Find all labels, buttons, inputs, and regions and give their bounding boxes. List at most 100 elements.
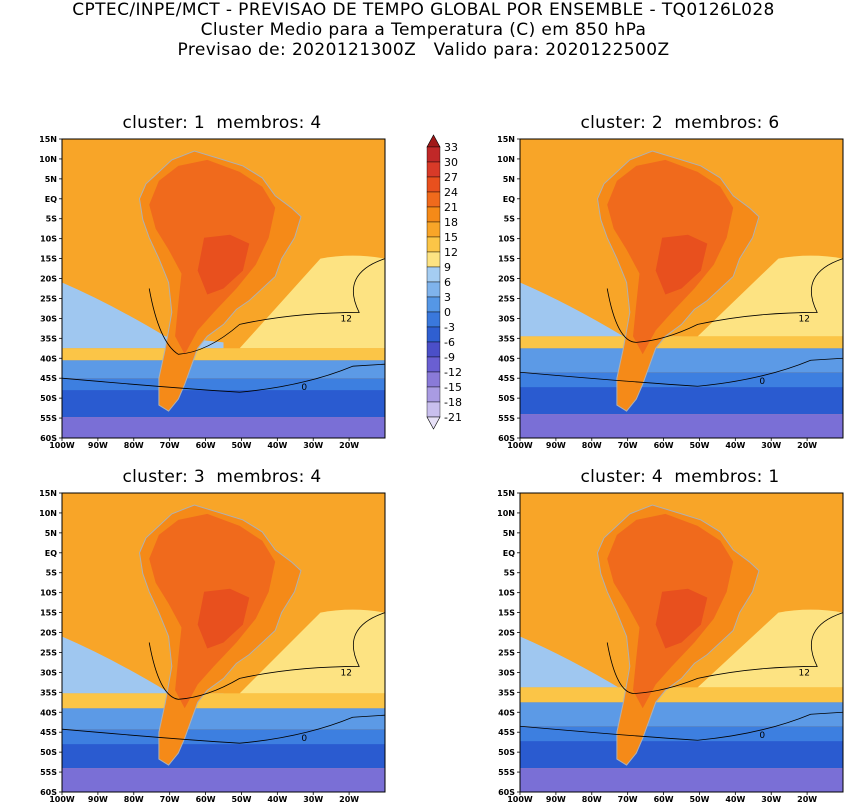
contour-0	[61, 363, 386, 393]
temp-zone-24	[197, 234, 250, 295]
lat-label: 45S	[498, 374, 515, 383]
lon-label: 50W	[231, 795, 251, 803]
temp-zone-9	[697, 255, 843, 337]
temp-zone-6	[62, 636, 224, 697]
colorbar-segment	[426, 281, 441, 298]
lat-label: 55S	[498, 414, 515, 423]
temp-zone-neg6	[520, 414, 843, 438]
colorbar-label: 6	[444, 276, 451, 289]
lat-label: 60S	[498, 434, 515, 443]
contour-0	[519, 357, 844, 387]
lat-label: 30S	[40, 314, 57, 323]
lat-label: 5N	[45, 529, 57, 538]
lon-label: 30W	[761, 795, 781, 803]
colorbar-segment	[426, 251, 441, 268]
lon-label: 20W	[797, 441, 817, 450]
lon-label: 60W	[196, 441, 216, 450]
map-panel-4: 12 0 15N 10N 5N EQ 5S 10S 15S 20S 25S 30S 35S 40S 45S 5…	[497, 489, 844, 803]
lat-label: 10N	[39, 155, 57, 164]
colorbar-label: 33	[444, 141, 458, 154]
lon-label: 100W	[49, 795, 75, 803]
lat-label: 55S	[40, 768, 57, 777]
lat-label: 40S	[498, 354, 515, 363]
temp-zone-9	[239, 255, 385, 349]
colorbar-segment	[426, 236, 441, 253]
lon-label: 40W	[267, 441, 287, 450]
coastline	[138, 150, 302, 412]
temp-zone-neg6	[520, 768, 843, 792]
colorbar-label: 9	[444, 261, 451, 274]
lat-label: 10S	[498, 235, 515, 244]
lon-label: 30W	[303, 441, 323, 450]
colorbar-segment	[426, 161, 441, 178]
panel-1-title: cluster: 1 membros: 4	[122, 113, 322, 133]
colorbar-segment	[426, 266, 441, 283]
lat-label: 5S	[504, 569, 516, 578]
lon-label: 100W	[49, 441, 75, 450]
lat-label: 55S	[40, 414, 57, 423]
lat-label: 15N	[497, 489, 515, 498]
lat-label: 45S	[40, 728, 57, 737]
contour-12	[606, 258, 844, 343]
colorbar-label: 24	[444, 186, 458, 199]
lat-label: 10N	[497, 155, 515, 164]
colorbar-segment	[426, 356, 441, 373]
colorbar-label: 21	[444, 201, 458, 214]
colorbar-segment	[426, 371, 441, 388]
temp-zone-12	[62, 348, 385, 361]
colorbar-label: -12	[444, 366, 462, 379]
temp-zone-neg6	[62, 768, 385, 792]
lat-label: 25S	[498, 648, 515, 657]
lat-label: 25S	[40, 648, 57, 657]
figure-subtitle: Cluster Medio para a Temperatura (C) em …	[200, 20, 647, 40]
contour-label-12: 12	[341, 668, 352, 678]
panel-3-title: cluster: 3 membros: 4	[122, 467, 322, 487]
lat-label: 35S	[40, 688, 57, 697]
coastline	[596, 150, 760, 412]
lat-label: 20S	[498, 629, 515, 638]
temp-zone-12	[62, 693, 385, 709]
colorbar-segment	[426, 326, 441, 343]
colorbar-segment	[426, 311, 441, 328]
lon-label: 100W	[507, 441, 533, 450]
lon-label: 20W	[339, 441, 359, 450]
lat-label: 15N	[39, 489, 57, 498]
temp-zone-24	[655, 234, 708, 295]
lat-label: 30S	[40, 668, 57, 677]
colorbar-arrow-top	[426, 134, 441, 148]
contour-label-0: 0	[301, 383, 307, 393]
lon-label: 80W	[124, 795, 144, 803]
temp-zone-neg3	[520, 387, 843, 415]
lat-label: 5N	[503, 175, 515, 184]
lon-label: 80W	[124, 441, 144, 450]
lat-label: EQ	[45, 549, 57, 558]
lat-label: 5S	[504, 215, 516, 224]
lon-label: 90W	[546, 795, 566, 803]
lat-label: 15S	[498, 609, 515, 618]
lat-label: 15S	[498, 255, 515, 264]
lon-label: 90W	[546, 441, 566, 450]
temp-zone-3	[520, 348, 843, 373]
lat-label: 25S	[40, 294, 57, 303]
temp-zone-3	[62, 360, 385, 379]
temp-zone-neg3	[62, 390, 385, 418]
lon-label: 20W	[339, 795, 359, 803]
colorbar-label: 3	[444, 291, 451, 304]
lon-label: 70W	[160, 441, 180, 450]
contour-0	[519, 711, 844, 741]
temp-zone-6	[520, 636, 682, 697]
colorbar-segment	[426, 176, 441, 193]
colorbar-label: 15	[444, 231, 458, 244]
lat-label: 60S	[40, 434, 57, 443]
temp-zone-24	[655, 588, 708, 649]
lat-label: 40S	[40, 354, 57, 363]
lon-label: 90W	[88, 795, 108, 803]
lat-label: 35S	[40, 334, 57, 343]
colorbar-label: -9	[444, 351, 455, 364]
lat-label: 5S	[46, 215, 58, 224]
map-panel-3: 12 0 15N 10N 5N EQ 5S 10S 15S 20S 25S 30S 35S 40S 45S 5…	[39, 489, 386, 803]
contour-12	[148, 258, 386, 355]
lon-label: 40W	[725, 441, 745, 450]
